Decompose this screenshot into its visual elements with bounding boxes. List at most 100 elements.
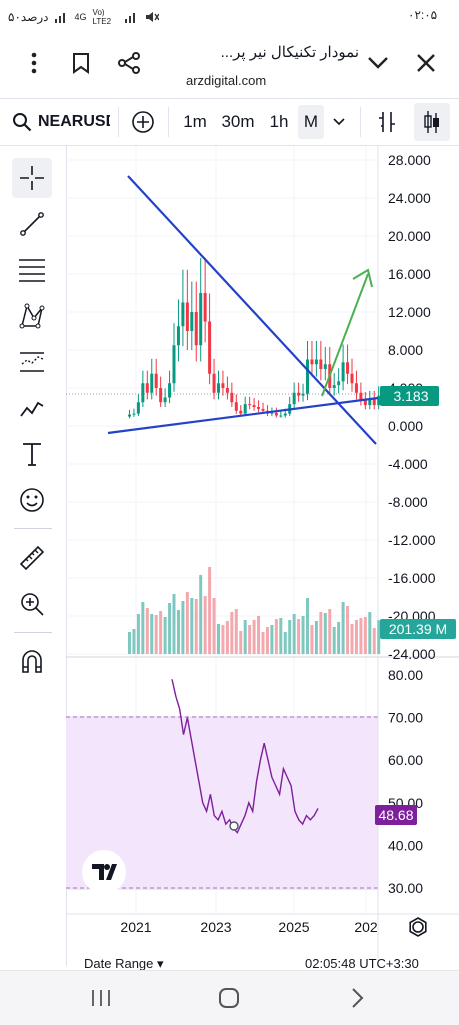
- descending-trendline[interactable]: [127, 175, 377, 445]
- forecast-icon[interactable]: [12, 342, 52, 382]
- candle: [359, 392, 363, 401]
- candle: [168, 383, 172, 398]
- candle: [141, 383, 145, 403]
- chart-area[interactable]: 28.00024.00020.00016.00012.0008.0004.000…: [66, 146, 459, 966]
- projection-arrow[interactable]: [321, 273, 369, 397]
- ascending-trendline[interactable]: [107, 396, 379, 435]
- chevron-down-icon[interactable]: [328, 99, 350, 145]
- candle: [194, 312, 198, 346]
- candle: [346, 362, 350, 374]
- volume-bar: [132, 629, 136, 654]
- bookmark-icon[interactable]: [68, 50, 94, 76]
- price-tick-label: 20.000: [388, 228, 431, 244]
- chart-svg[interactable]: 28.00024.00020.00016.00012.0008.0004.000…: [66, 146, 459, 966]
- interval-30m[interactable]: 30m: [221, 112, 255, 131]
- recent-apps-icon[interactable]: [86, 983, 116, 1013]
- zoom-in-icon[interactable]: [12, 584, 52, 624]
- candle: [341, 362, 345, 382]
- volume-bar: [243, 620, 247, 654]
- interval-1h[interactable]: 1h: [269, 112, 289, 131]
- candle: [199, 293, 203, 346]
- chevron-down-icon[interactable]: [364, 50, 392, 76]
- date-range-button[interactable]: Date Range ▾: [84, 956, 164, 971]
- volume-bar: [154, 615, 158, 654]
- volume-bar: [292, 614, 296, 654]
- volume-bar: [185, 592, 189, 654]
- candle: [319, 359, 323, 369]
- interval-1m[interactable]: 1m: [183, 112, 207, 131]
- rsi-marker[interactable]: [229, 821, 239, 831]
- navigation-bar: [0, 970, 459, 1025]
- more-icon[interactable]: [24, 50, 44, 76]
- volume-bar: [359, 618, 363, 654]
- price-tick-label: -16.000: [388, 570, 436, 586]
- compare-icon[interactable]: [372, 99, 402, 145]
- volume-bar: [261, 632, 265, 654]
- rsi-tick-label: 30.00: [388, 880, 423, 896]
- candle: [208, 321, 212, 374]
- brush-icon[interactable]: [12, 388, 52, 428]
- candles-icon[interactable]: [414, 103, 450, 141]
- interval-m[interactable]: M: [298, 105, 324, 139]
- volume-bar: [172, 594, 176, 654]
- fib-retracement-icon[interactable]: [12, 250, 52, 290]
- settings-icon[interactable]: [409, 917, 427, 937]
- candle: [239, 410, 243, 414]
- add-symbol-button[interactable]: [128, 99, 158, 145]
- candle: [154, 373, 158, 388]
- volume-bar: [159, 611, 163, 654]
- volume-bar: [252, 620, 256, 654]
- volume-bar: [239, 631, 243, 654]
- volume-bar: [341, 602, 345, 654]
- price-tick-label: 16.000: [388, 266, 431, 282]
- candle: [332, 385, 336, 388]
- tradingview-logo[interactable]: [82, 850, 126, 894]
- price-tick-label: 8.000: [388, 342, 423, 358]
- back-icon[interactable]: [342, 983, 372, 1013]
- browser-header: نمودار تکنیکال نیر پر... arzdigital.com: [0, 30, 459, 96]
- volume-bar: [221, 625, 225, 654]
- magnet-icon[interactable]: [12, 642, 52, 682]
- volume-bar: [150, 614, 154, 654]
- volume-bar: [225, 621, 229, 654]
- pattern-icon[interactable]: [12, 296, 52, 336]
- candle: [185, 302, 189, 331]
- candle: [243, 404, 247, 414]
- volume-bar: [319, 612, 323, 654]
- home-icon[interactable]: [214, 983, 244, 1013]
- candle: [323, 364, 327, 369]
- candle: [248, 404, 252, 406]
- rsi-value-text: 48.68: [378, 807, 413, 823]
- time-tick-label: 2021: [120, 919, 151, 935]
- rsi-line: [171, 679, 319, 834]
- volume-bar: [274, 619, 278, 654]
- candle: [283, 413, 287, 416]
- volume-bar: [136, 614, 140, 654]
- symbol-search[interactable]: NEARUSD: [38, 113, 110, 130]
- volume-bar: [248, 625, 252, 654]
- search-icon[interactable]: [10, 99, 34, 145]
- volume-bar: [181, 601, 185, 654]
- candle: [377, 395, 381, 406]
- volume-bar: [203, 596, 207, 654]
- close-icon[interactable]: [412, 50, 440, 76]
- candle: [132, 413, 136, 415]
- emoji-icon[interactable]: [12, 480, 52, 520]
- drawing-toolbar: [0, 146, 67, 966]
- price-tick-label: 28.000: [388, 152, 431, 168]
- volume-text: 201.39 M: [389, 621, 447, 637]
- time-tick-label: 2025: [278, 919, 309, 935]
- crosshair-icon[interactable]: [12, 158, 52, 198]
- trendline-icon[interactable]: [12, 204, 52, 244]
- candle: [337, 381, 341, 386]
- mute-icon: [145, 12, 159, 22]
- status-time: ۰۲:۰۵: [408, 8, 438, 22]
- current-price-text: 3.183: [393, 388, 428, 404]
- volume-bar: [283, 632, 287, 654]
- volume-bar: [194, 599, 198, 654]
- volume-bar: [163, 617, 167, 654]
- candle: [274, 412, 278, 416]
- text-icon[interactable]: [12, 434, 52, 474]
- share-icon[interactable]: [115, 50, 143, 76]
- ruler-icon[interactable]: [12, 538, 52, 578]
